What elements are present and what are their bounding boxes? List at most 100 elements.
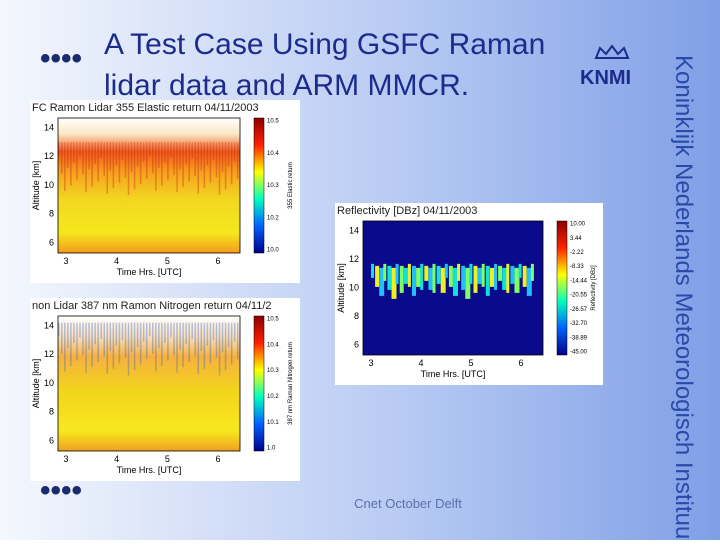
echo-band bbox=[506, 263, 510, 293]
x-tick-label: 6 bbox=[518, 358, 523, 368]
colorbar-tick-label: 10.5 bbox=[267, 119, 279, 125]
panel-title: FC Ramon Lidar 355 Elastic return 04/11/… bbox=[32, 102, 259, 114]
streak bbox=[236, 142, 239, 179]
y-tick-label: 8 bbox=[354, 311, 359, 321]
streak bbox=[97, 322, 99, 362]
heatmap bbox=[58, 118, 240, 253]
streak bbox=[197, 322, 200, 375]
streak bbox=[91, 142, 93, 187]
x-tick-label: 4 bbox=[114, 256, 119, 266]
y-tick-label: 6 bbox=[49, 237, 54, 247]
streak bbox=[124, 322, 127, 358]
streak bbox=[221, 322, 224, 353]
x-axis-label: Time Hrs. [UTC] bbox=[421, 369, 486, 379]
y-tick-label: 6 bbox=[354, 339, 359, 349]
echo-band bbox=[407, 263, 411, 287]
streak bbox=[167, 322, 169, 361]
y-tick-label: 14 bbox=[44, 122, 54, 132]
echo-band bbox=[457, 263, 461, 281]
echo-band bbox=[514, 267, 520, 293]
x-axis-label: Time Hrs. [UTC] bbox=[117, 465, 182, 475]
streak bbox=[161, 142, 163, 186]
streak bbox=[215, 322, 218, 358]
streak bbox=[118, 322, 121, 364]
streak bbox=[176, 142, 178, 193]
streak bbox=[185, 142, 187, 164]
colorbar-tick-label: -38.89 bbox=[570, 335, 588, 341]
streak bbox=[164, 322, 166, 343]
echo-band bbox=[481, 263, 485, 287]
streak bbox=[61, 142, 63, 174]
streak bbox=[158, 142, 160, 168]
colorbar-tick-label: -45.00 bbox=[570, 350, 588, 356]
colorbar-tick-label: -26.57 bbox=[570, 307, 588, 313]
streak bbox=[191, 322, 193, 339]
streak bbox=[115, 142, 118, 166]
streak bbox=[179, 322, 181, 350]
y-tick-label: 8 bbox=[49, 209, 54, 219]
colorbar-tick-label: -32.70 bbox=[570, 321, 588, 327]
streak bbox=[103, 142, 105, 177]
colorbar-tick-label: 10.3 bbox=[267, 183, 279, 189]
streak bbox=[206, 322, 209, 346]
streak bbox=[145, 322, 148, 360]
y-tick-label: 12 bbox=[349, 254, 359, 264]
streak bbox=[200, 322, 203, 352]
streak bbox=[133, 142, 136, 190]
streak bbox=[85, 142, 87, 193]
streak bbox=[130, 322, 133, 353]
streak bbox=[130, 142, 133, 172]
streak bbox=[121, 322, 124, 341]
streak bbox=[58, 322, 60, 337]
streak bbox=[64, 322, 66, 372]
colorbar-tick-label: 3.44 bbox=[570, 236, 582, 242]
bullet-dots: •••• bbox=[40, 42, 82, 75]
colorbar-tick-label: 10.4 bbox=[267, 342, 279, 348]
streak bbox=[158, 322, 160, 349]
colorbar-tick-label: 10.00 bbox=[570, 222, 586, 228]
echo-band bbox=[424, 265, 429, 281]
echo-band bbox=[489, 267, 495, 287]
streak bbox=[167, 142, 169, 181]
plot-panel: FC Ramon Lidar 355 Elastic return 04/11/… bbox=[30, 100, 300, 283]
y-tick-label: 10 bbox=[44, 180, 54, 190]
colorbar-tick-label: 10.4 bbox=[267, 151, 279, 157]
streak bbox=[200, 142, 203, 171]
colorbar-tick-label: -14.44 bbox=[570, 278, 588, 284]
streak bbox=[64, 142, 66, 191]
x-tick-label: 6 bbox=[215, 256, 220, 266]
heatmap bbox=[58, 316, 240, 451]
y-tick-label: 6 bbox=[49, 435, 54, 445]
streak bbox=[118, 142, 121, 183]
echo-band bbox=[375, 265, 380, 287]
colorbar bbox=[556, 220, 568, 356]
y-tick-label: 12 bbox=[44, 151, 54, 161]
panel-title: non Lidar 387 nm Ramon Nitrogen return 0… bbox=[32, 300, 272, 312]
streak bbox=[112, 142, 115, 189]
y-tick-label: 12 bbox=[44, 349, 54, 359]
streak bbox=[136, 142, 139, 167]
streak bbox=[224, 322, 227, 370]
echo-band bbox=[461, 265, 466, 290]
streak bbox=[176, 322, 178, 373]
streak bbox=[152, 322, 154, 354]
echo-band bbox=[383, 263, 387, 281]
echo-band bbox=[436, 265, 441, 284]
colorbar-tick-label: 10.2 bbox=[267, 215, 279, 221]
echo-band bbox=[510, 265, 515, 284]
colorbar bbox=[253, 117, 265, 254]
streak bbox=[79, 142, 81, 158]
colorbar-label: 387 nm Raman Nitrogen return bbox=[288, 342, 294, 425]
y-axis-label: Altitude [km] bbox=[31, 359, 41, 409]
x-tick-label: 4 bbox=[418, 358, 423, 368]
echo-band bbox=[432, 263, 436, 293]
y-tick-label: 10 bbox=[44, 378, 54, 388]
panels: FC Ramon Lidar 355 Elastic return 04/11/… bbox=[30, 100, 603, 481]
colorbar bbox=[253, 315, 265, 452]
streak bbox=[106, 142, 109, 194]
title-line: A Test Case Using GSFC Raman bbox=[104, 28, 545, 61]
streak bbox=[94, 142, 96, 164]
echo-band bbox=[477, 267, 483, 284]
streak bbox=[227, 322, 230, 348]
